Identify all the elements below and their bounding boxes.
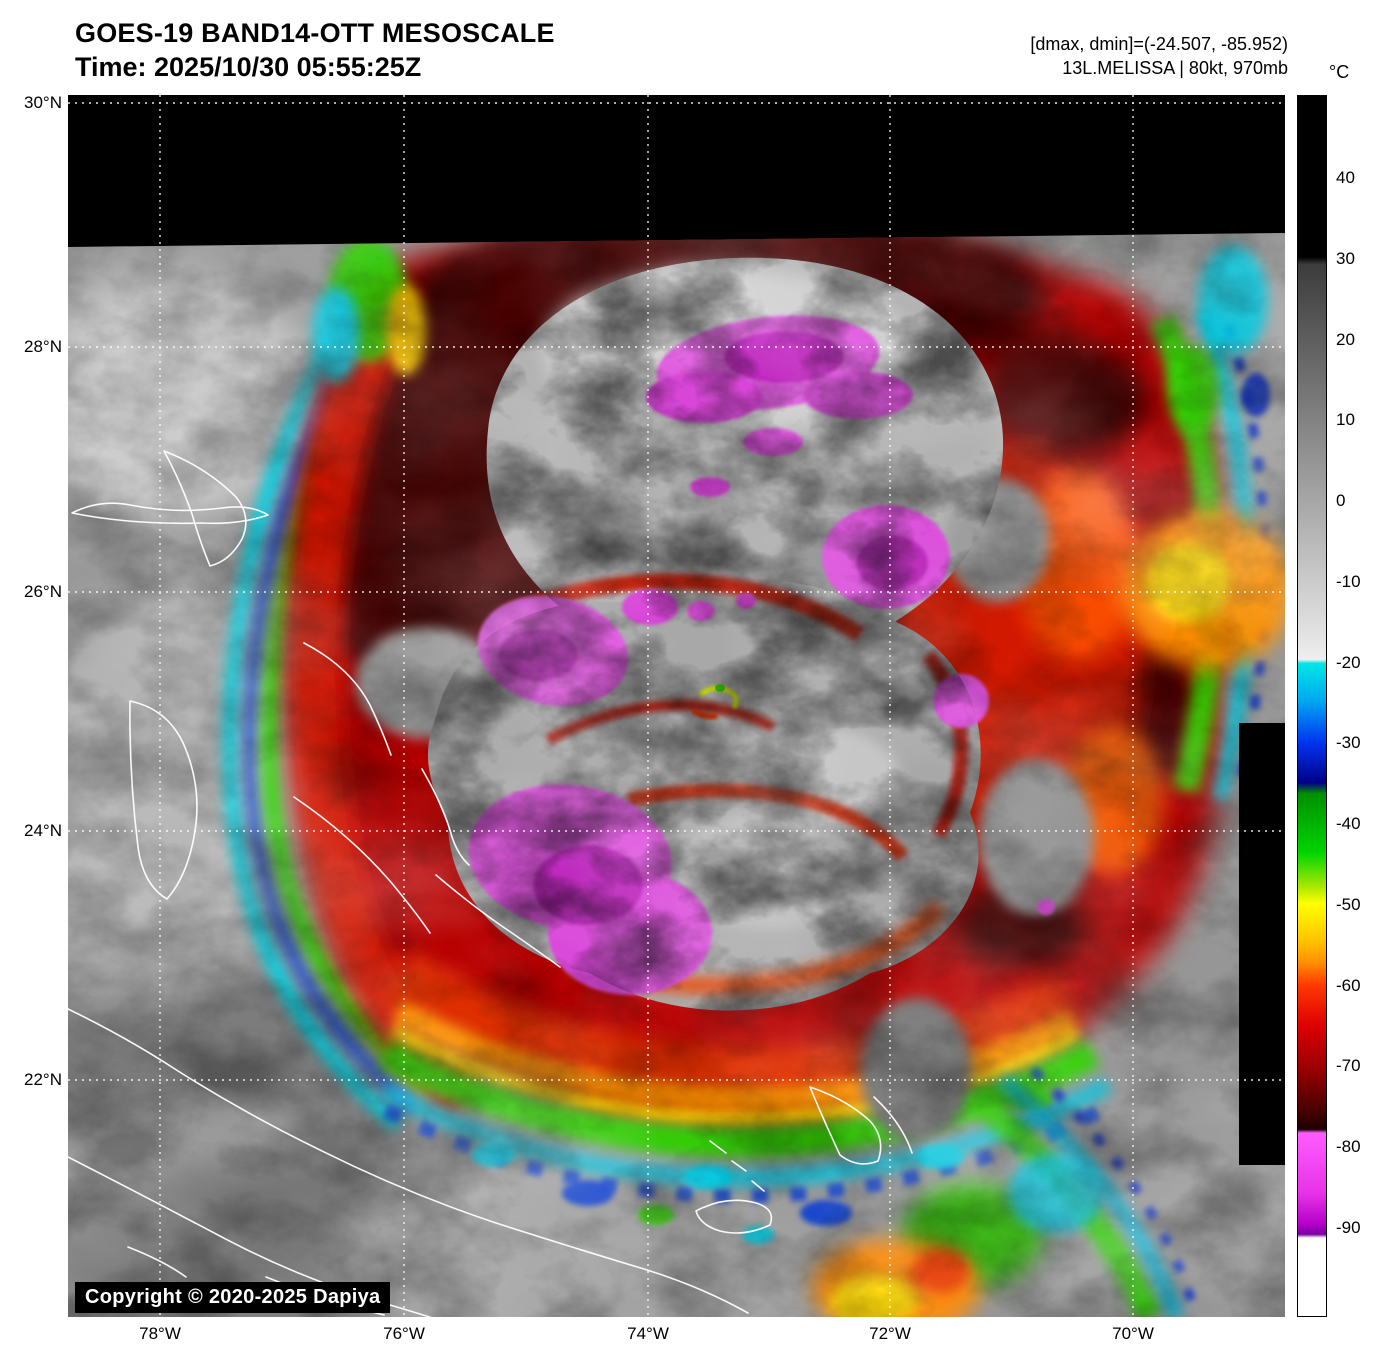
satellite-map bbox=[67, 95, 1285, 1346]
copyright-badge: Copyright © 2020-2025 Dapiya bbox=[75, 1282, 391, 1313]
colorbar-gradient bbox=[1297, 95, 1327, 1317]
colorbar-tick-40: 40 bbox=[1336, 168, 1355, 187]
satellite-image bbox=[67, 95, 1285, 1346]
colorbar-tick-n50: -50 bbox=[1336, 895, 1361, 914]
storm-info-line: 13L.MELISSA | 80kt, 970mb bbox=[1062, 58, 1288, 78]
lon-label-78w: 78°W bbox=[139, 1324, 181, 1343]
colorbar-tick-n60: -60 bbox=[1336, 976, 1361, 995]
colorbar-tick-20: 20 bbox=[1336, 330, 1355, 349]
colorbar-tick-10: 10 bbox=[1336, 410, 1355, 429]
lat-label-28n: 28°N bbox=[24, 337, 62, 356]
colorbar-tick-n40: -40 bbox=[1336, 814, 1361, 833]
lon-label-76w: 76°W bbox=[383, 1324, 425, 1343]
colorbar-tick-n30: -30 bbox=[1336, 733, 1361, 752]
image-timestamp: Time: 2025/10/30 05:55:25Z bbox=[75, 52, 422, 82]
dmax-dmin-readout: [dmax, dmin]=(-24.507, -85.952) bbox=[1030, 34, 1288, 54]
scan-gap bbox=[1239, 723, 1285, 1165]
colorbar-tick-n20: -20 bbox=[1336, 653, 1361, 672]
lat-label-30n: 30°N bbox=[24, 93, 62, 112]
scan-data-region bbox=[68, 233, 1285, 1317]
grid-lines bbox=[68, 95, 1285, 1317]
lat-label-22n: 22°N bbox=[24, 1070, 62, 1089]
colorbar-tick-n80: -80 bbox=[1336, 1137, 1361, 1156]
cloud-texture bbox=[68, 233, 1285, 1317]
page-title: GOES-19 BAND14-OTT MESOSCALE bbox=[75, 18, 555, 48]
lat-label-26n: 26°N bbox=[24, 582, 62, 601]
lon-label-70w: 70°W bbox=[1112, 1324, 1154, 1343]
colorbar-tick-0: 0 bbox=[1336, 491, 1346, 510]
colorbar-tick-30: 30 bbox=[1336, 249, 1355, 268]
lon-label-72w: 72°W bbox=[869, 1324, 911, 1343]
colorbar-unit-label: °C bbox=[1329, 62, 1350, 82]
colorbar-tick-n10: -10 bbox=[1336, 572, 1361, 591]
lat-label-24n: 24°N bbox=[24, 821, 62, 840]
colorbar-tick-n70: -70 bbox=[1336, 1056, 1361, 1075]
lon-label-74w: 74°W bbox=[627, 1324, 669, 1343]
colorbar-tick-n90: -90 bbox=[1336, 1218, 1361, 1237]
